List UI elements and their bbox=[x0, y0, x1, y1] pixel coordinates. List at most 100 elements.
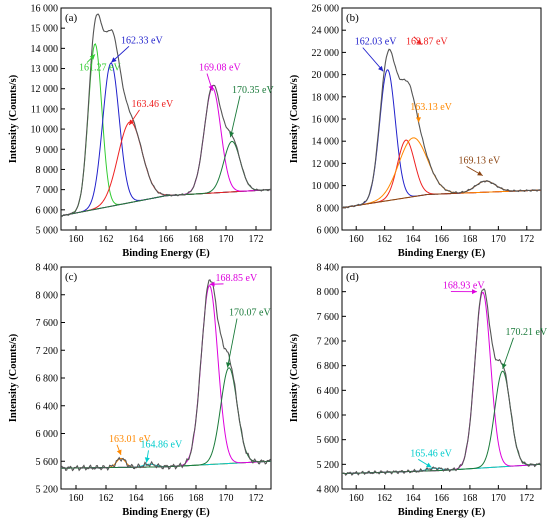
panel-label: (c) bbox=[65, 271, 78, 283]
y-tick-label: 16 000 bbox=[31, 4, 59, 15]
peak-label: 163.46 eV bbox=[132, 99, 174, 110]
y-tick-label: 6 800 bbox=[317, 361, 340, 372]
peak-label: 164.86 eV bbox=[141, 439, 183, 450]
x-tick-label: 164 bbox=[129, 234, 144, 245]
annotation-arrowhead bbox=[501, 363, 507, 369]
peak-label: 168.85 eV bbox=[216, 273, 258, 284]
peak-label: 162.33 eV bbox=[121, 35, 163, 46]
y-tick-label: 6 400 bbox=[317, 386, 340, 397]
x-tick-label: 164 bbox=[406, 234, 421, 245]
annotation-arrowhead bbox=[416, 39, 422, 45]
x-tick-label: 166 bbox=[434, 493, 449, 504]
y-tick-label: 7 000 bbox=[36, 185, 59, 196]
peak-label: 163.01 eV bbox=[109, 434, 151, 445]
annotation-arrowhead bbox=[225, 362, 231, 368]
annotation-arrowhead bbox=[129, 119, 135, 126]
x-tick-label: 162 bbox=[99, 493, 114, 504]
y-axis-title: Intensity (Counts/s) bbox=[289, 74, 300, 163]
x-tick-label: 168 bbox=[189, 234, 204, 245]
x-tick-label: 172 bbox=[519, 493, 534, 504]
y-tick-label: 10 000 bbox=[312, 181, 340, 192]
y-tick-label: 12 000 bbox=[312, 159, 340, 170]
y-tick-label: 6 400 bbox=[36, 401, 59, 412]
peak-label: 169.13 eV bbox=[459, 155, 501, 166]
x-tick-label: 164 bbox=[129, 493, 144, 504]
y-tick-label: 15 000 bbox=[31, 24, 59, 35]
y-tick-label: 18 000 bbox=[312, 92, 340, 103]
annotation-arrowhead bbox=[208, 85, 214, 91]
y-tick-label: 5 600 bbox=[36, 457, 59, 468]
y-tick-label: 20 000 bbox=[312, 70, 340, 81]
y-tick-label: 14 000 bbox=[31, 44, 59, 55]
plot-area bbox=[61, 279, 271, 472]
y-tick-label: 22 000 bbox=[312, 48, 340, 59]
x-tick-label: 168 bbox=[462, 234, 477, 245]
y-tick-label: 11 000 bbox=[31, 104, 58, 115]
x-tick-label: 168 bbox=[189, 493, 204, 504]
x-tick-label: 166 bbox=[159, 493, 174, 504]
annotation-arrowhead bbox=[209, 281, 215, 287]
x-tick-label: 172 bbox=[249, 234, 264, 245]
peak-label: 163.13 eV bbox=[410, 102, 452, 113]
y-tick-label: 8 400 bbox=[317, 263, 340, 274]
y-tick-label: 6 800 bbox=[36, 374, 59, 385]
annotation-arrowhead bbox=[89, 54, 96, 60]
x-axis-title: Binding Energy (E) bbox=[398, 507, 486, 518]
y-tick-label: 14 000 bbox=[312, 137, 340, 148]
peak-label: 170.35 eV bbox=[232, 85, 274, 96]
component-peak-3 bbox=[342, 180, 541, 209]
x-tick-label: 166 bbox=[159, 234, 174, 245]
panel-c: 160 162 164 166 168 170 172 5 200 5 600 6 000 6 40… bbox=[8, 263, 272, 518]
y-tick-label: 8 000 bbox=[317, 203, 340, 214]
x-axis-title: Binding Energy (E) bbox=[398, 248, 486, 259]
annotation-arrowhead bbox=[116, 449, 122, 456]
x-tick-label: 170 bbox=[219, 234, 234, 245]
plot-frame bbox=[60, 266, 272, 490]
y-axis-title: Intensity (Counts/s) bbox=[289, 333, 300, 422]
y-tick-label: 12 000 bbox=[31, 84, 59, 95]
y-tick-label: 6 000 bbox=[36, 205, 59, 216]
annotation-arrowhead bbox=[144, 457, 150, 463]
envelope-line bbox=[342, 48, 541, 209]
y-tick-label: 5 000 bbox=[36, 226, 59, 237]
panel-label: (a) bbox=[65, 12, 78, 24]
x-tick-label: 160 bbox=[69, 493, 84, 504]
panel-label: (b) bbox=[346, 12, 359, 24]
background-line bbox=[342, 189, 541, 209]
x-tick-label: 172 bbox=[519, 234, 534, 245]
y-tick-label: 6 000 bbox=[317, 226, 340, 237]
y-tick-label: 5 600 bbox=[317, 435, 340, 446]
annotation-arrow bbox=[502, 337, 514, 369]
panel-b: 160 162 164 166 168 170 172 6 000 8 000 10 000 12 … bbox=[289, 4, 542, 259]
component-peak-0 bbox=[342, 69, 541, 209]
x-tick-label: 160 bbox=[349, 234, 364, 245]
annotation-arrowhead bbox=[425, 462, 432, 468]
annotation-arrowhead bbox=[111, 57, 117, 63]
plot-area bbox=[61, 13, 271, 218]
y-axis-title: Intensity (Counts/s) bbox=[8, 74, 19, 163]
y-tick-label: 9 000 bbox=[36, 145, 59, 156]
background-line bbox=[61, 189, 271, 217]
y-tick-label: 13 000 bbox=[31, 64, 59, 75]
x-tick-label: 170 bbox=[491, 493, 506, 504]
annotation-arrow bbox=[230, 95, 241, 138]
y-tick-label: 7 200 bbox=[317, 337, 340, 348]
x-tick-label: 170 bbox=[491, 234, 506, 245]
x-tick-label: 172 bbox=[249, 493, 264, 504]
panel-a: 160 162 164 166 168 170 172 5 000 6 000 7 000 8 00… bbox=[8, 4, 274, 260]
peak-label: 165.46 eV bbox=[410, 448, 452, 459]
envelope-line bbox=[61, 279, 271, 472]
annotation-arrow bbox=[362, 47, 384, 72]
annotation-arrow bbox=[227, 318, 238, 368]
y-tick-label: 7 600 bbox=[317, 312, 340, 323]
x-tick-label: 164 bbox=[406, 493, 421, 504]
peak-label: 162.87 eV bbox=[406, 37, 448, 48]
peak-label: 170.21 eV bbox=[505, 327, 547, 338]
y-axis-title: Intensity (Counts/s) bbox=[8, 333, 19, 422]
component-peak-2 bbox=[342, 137, 541, 209]
y-tick-label: 8 000 bbox=[317, 287, 340, 298]
y-tick-label: 5 200 bbox=[317, 460, 340, 471]
plot-area bbox=[342, 48, 541, 209]
annotation-arrowhead bbox=[415, 117, 421, 123]
y-tick-label: 8 000 bbox=[36, 165, 59, 176]
